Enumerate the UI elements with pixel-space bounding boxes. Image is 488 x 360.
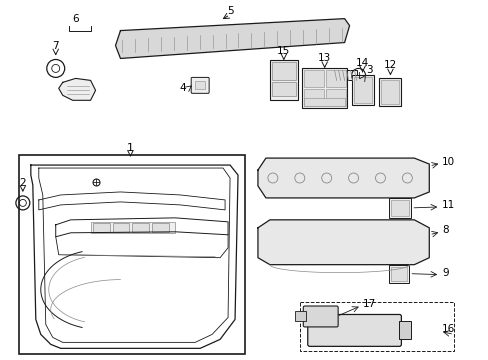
- Text: 14: 14: [355, 58, 368, 68]
- Bar: [399, 321, 410, 339]
- Polygon shape: [59, 78, 95, 100]
- Bar: [353, 77, 371, 103]
- FancyBboxPatch shape: [307, 315, 401, 346]
- Bar: [325, 71, 345, 87]
- Text: 13: 13: [317, 54, 331, 63]
- Bar: [132, 223, 149, 232]
- Bar: [303, 89, 323, 106]
- Bar: [303, 71, 323, 87]
- Bar: [152, 223, 169, 232]
- Text: 12: 12: [383, 60, 396, 71]
- Text: 17: 17: [362, 298, 375, 309]
- Bar: [351, 75, 373, 105]
- Bar: [92, 223, 109, 232]
- FancyBboxPatch shape: [191, 77, 209, 93]
- Text: 2: 2: [20, 178, 26, 188]
- Bar: [390, 200, 408, 216]
- Bar: [301, 68, 346, 108]
- Text: 15: 15: [277, 45, 290, 55]
- Bar: [388, 265, 408, 283]
- Bar: [90, 222, 175, 233]
- Polygon shape: [258, 158, 428, 198]
- Polygon shape: [115, 19, 349, 58]
- Bar: [112, 223, 129, 232]
- Text: 4: 4: [180, 84, 186, 93]
- Bar: [195, 81, 205, 89]
- Text: 1: 1: [127, 143, 134, 153]
- Text: 8: 8: [441, 225, 448, 235]
- Text: 11: 11: [441, 200, 454, 210]
- Text: 5: 5: [226, 6, 233, 15]
- Bar: [332, 71, 356, 80]
- Bar: [388, 198, 410, 218]
- Text: 9: 9: [441, 267, 448, 278]
- Text: 16: 16: [441, 324, 454, 334]
- Bar: [294, 311, 305, 321]
- FancyBboxPatch shape: [303, 306, 337, 327]
- Bar: [271, 62, 295, 80]
- Bar: [299, 302, 453, 351]
- Bar: [379, 78, 401, 106]
- Text: 10: 10: [441, 157, 454, 167]
- Text: 3: 3: [366, 66, 372, 76]
- Bar: [269, 60, 297, 100]
- Text: 7: 7: [52, 41, 59, 50]
- Bar: [303, 98, 344, 106]
- Polygon shape: [258, 220, 428, 265]
- Bar: [390, 267, 407, 280]
- Text: 6: 6: [72, 14, 79, 24]
- Bar: [271, 82, 295, 96]
- Bar: [381, 80, 399, 104]
- Bar: [19, 155, 244, 354]
- Bar: [325, 89, 345, 106]
